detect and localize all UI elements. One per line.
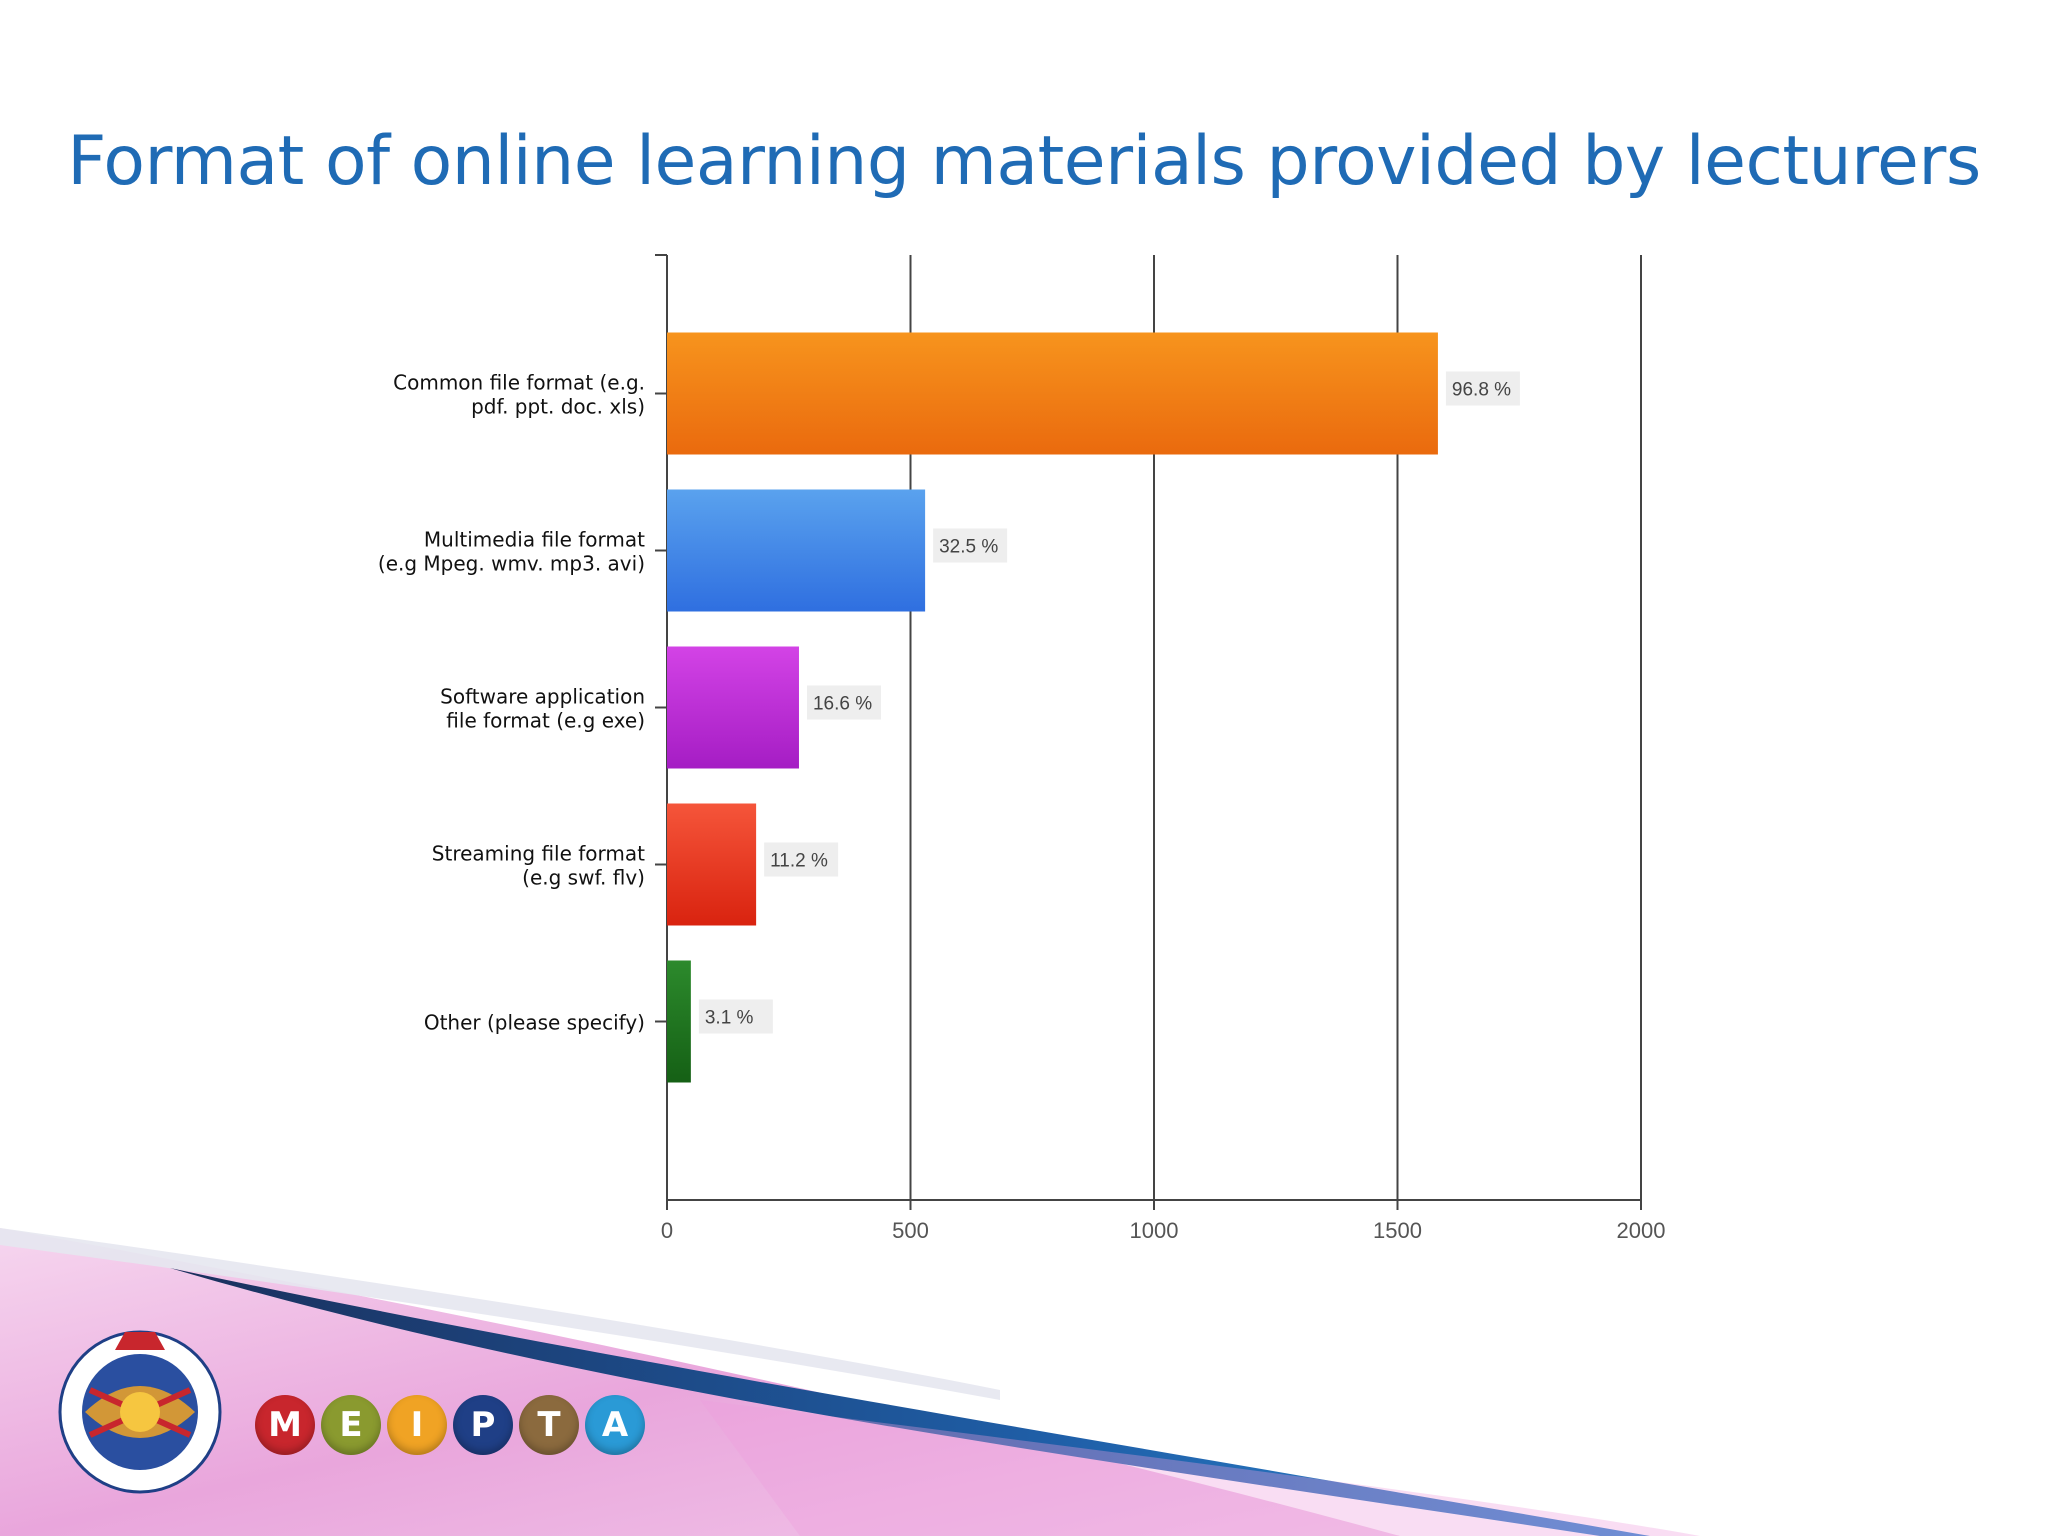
bar	[667, 646, 799, 769]
x-tick-label: 0	[661, 1218, 673, 1243]
x-tick-label: 2000	[1617, 1218, 1666, 1243]
data-label-background	[806, 685, 881, 720]
logo-letter-a: A	[585, 1395, 645, 1455]
category-label: Software application	[440, 685, 645, 709]
data-label-background	[764, 842, 839, 877]
x-tick-label: 500	[892, 1218, 929, 1243]
data-label: 96.8 %	[1452, 380, 1511, 401]
data-label: 32.5 %	[939, 537, 998, 558]
category-label: file format (e.g exe)	[446, 709, 645, 733]
bar	[667, 803, 757, 926]
data-label: 11.2 %	[770, 851, 828, 872]
category-label: Other (please specify)	[424, 1011, 645, 1035]
ministry-seal-logo	[58, 1330, 222, 1494]
x-tick-label: 1500	[1373, 1218, 1422, 1243]
bar-chart: 0 500 1000 1500 2000 Common file format (e.g.…	[378, 254, 1666, 1243]
data-label-background	[933, 528, 1008, 563]
data-label-background	[1445, 371, 1520, 406]
category-label: pdf. ppt. doc. xls)	[471, 395, 645, 419]
category-label: (e.g Mpeg. wmv. mp3. avi)	[378, 552, 645, 576]
category-label: Streaming file format	[432, 842, 645, 866]
logo-letter-i: I	[387, 1395, 447, 1455]
category-label: (e.g swf. flv)	[522, 866, 645, 890]
data-label: 3.1 %	[705, 1008, 754, 1029]
x-tick-label: 1000	[1130, 1218, 1179, 1243]
bar	[667, 489, 926, 612]
bar	[667, 332, 1438, 455]
category-label: Multimedia file format	[424, 528, 645, 552]
data-label-background	[698, 999, 773, 1034]
bar	[667, 960, 691, 1083]
data-label: 16.6 %	[813, 694, 872, 715]
slide-title: Format of online learning materials prov…	[67, 122, 1981, 201]
logo-letter-e: E	[321, 1395, 381, 1455]
logo-letter-m: M	[255, 1395, 315, 1455]
category-label: Common file format (e.g.	[393, 371, 645, 395]
logo-letter-p: P	[453, 1395, 513, 1455]
logo-letter-t: T	[519, 1395, 579, 1455]
